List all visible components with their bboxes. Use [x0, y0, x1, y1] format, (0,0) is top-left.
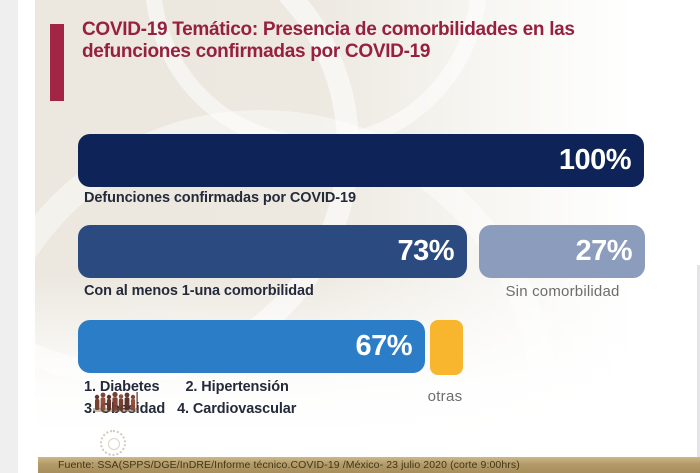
no-comorbidity-bar: 27% — [479, 225, 645, 278]
source-footer: Fuente: SSA(SPPS/DGE/InDRE/Informe técni… — [38, 457, 700, 473]
left-margin-strip — [0, 0, 18, 473]
comorbidity-caption: Con al menos 1-una comorbilidad — [84, 283, 314, 299]
comorbidity-list-line-1: 1. Diabetes 2. Hipertensión — [84, 379, 289, 395]
comorbidity-bar: 73% — [78, 225, 467, 278]
page-title: COVID-19 Temático: Presencia de comorbil… — [82, 19, 682, 62]
seal-watermark-icon — [100, 430, 126, 456]
title-line-1: COVID-19 Temático: Presencia de comorbil… — [82, 19, 575, 40]
total-deaths-bar: 100% — [78, 134, 644, 187]
seal-inner-ring — [108, 438, 120, 450]
right-edge-strip — [697, 265, 700, 457]
main-comorbidities-value: 67% — [355, 330, 412, 362]
otras-bar — [430, 320, 463, 375]
comorbidity-item: 1. Diabetes — [84, 379, 160, 395]
government-figures-watermark — [93, 390, 139, 412]
no-comorbidity-caption: Sin comorbilidad — [505, 283, 620, 300]
total-deaths-value: 100% — [558, 144, 632, 176]
comorbidity-item: 2. Hipertensión — [185, 379, 289, 395]
title-accent-bar — [50, 24, 64, 101]
total-deaths-caption: Defunciones confirmadas por COVID-19 — [84, 190, 356, 206]
main-comorbidities-bar: 67% — [78, 320, 425, 373]
otras-caption: otras — [427, 388, 463, 405]
comorbidity-value: 73% — [397, 235, 454, 267]
comorbidity-item: 4. Cardiovascular — [177, 401, 297, 417]
title-line-2: defunciones confirmadas por COVID-19 — [82, 40, 431, 62]
source-text: Fuente: SSA(SPPS/DGE/InDRE/Informe técni… — [58, 459, 520, 471]
no-comorbidity-value: 27% — [575, 235, 632, 267]
